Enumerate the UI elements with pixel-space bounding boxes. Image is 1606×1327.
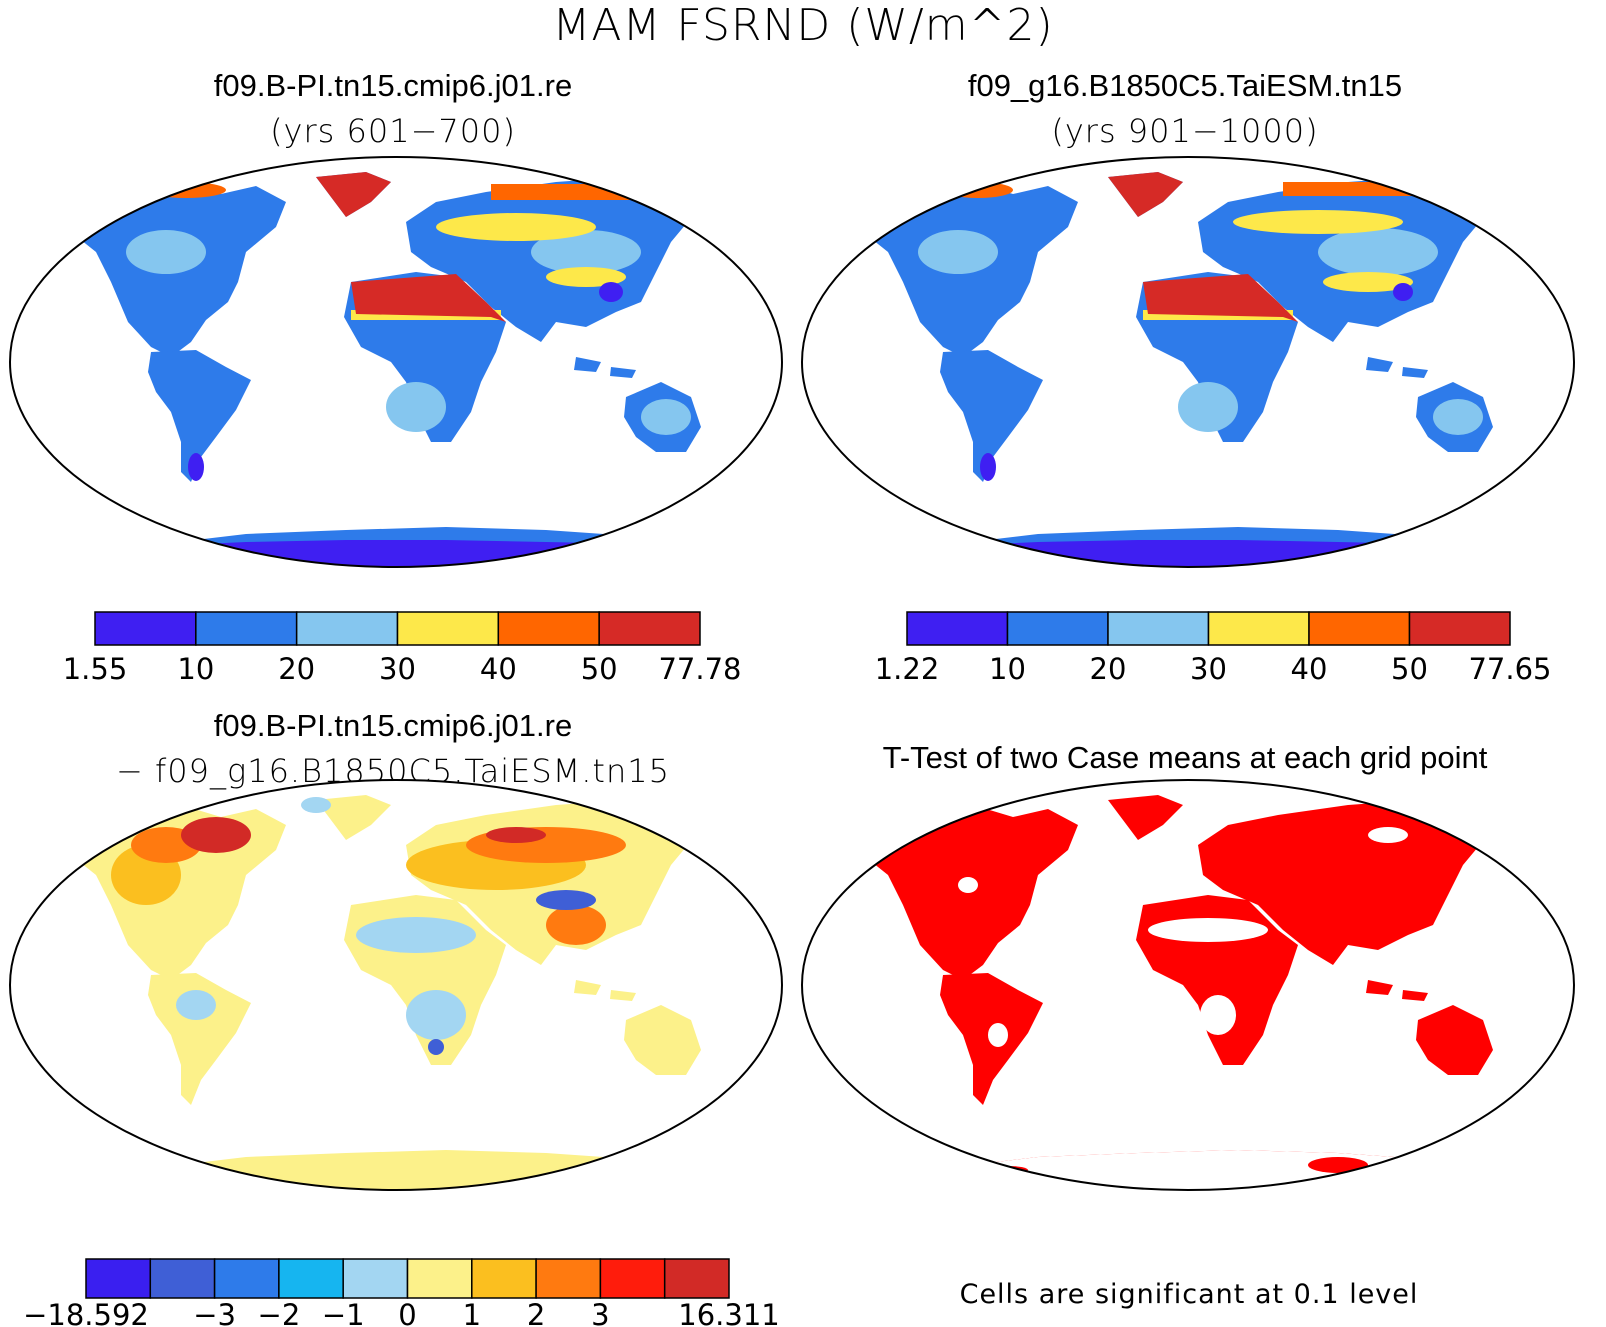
panel4-map xyxy=(801,779,1575,1191)
colorbar-swatch xyxy=(599,1258,666,1299)
panel2-map xyxy=(801,156,1575,568)
colorbar-swatch xyxy=(278,1258,344,1299)
colorbar-tick-label: 10 xyxy=(989,652,1026,686)
colorbar-swatch xyxy=(85,1258,152,1299)
colorbar-tick-label: 40 xyxy=(1291,652,1328,686)
colorbar-swatch xyxy=(1107,611,1210,646)
colorbar-panel2: 1.22 10 20 30 40 50 77.65 xyxy=(875,611,1552,686)
panel1-subtitle: (yrs 601−700) xyxy=(270,112,516,150)
colorbar-tick-label: 10 xyxy=(177,652,214,686)
colorbar-swatch xyxy=(663,1258,730,1299)
panel1-map xyxy=(9,156,783,568)
colorbar-swatch xyxy=(1308,611,1411,646)
colorbar-tick-label: 0 xyxy=(398,1298,416,1327)
colorbar-tick-label: 1.55 xyxy=(63,652,128,686)
colorbar-swatch xyxy=(906,611,1009,646)
colorbar-tick-label: −3 xyxy=(193,1298,236,1327)
colorbar-swatch xyxy=(195,611,298,646)
colorbar-tick-label: 50 xyxy=(1391,652,1428,686)
significance-note: Cells are significant at 0.1 level xyxy=(959,1279,1419,1310)
colorbar-tick-label: 2 xyxy=(527,1298,545,1327)
panel2-title: f09_g16.B1850C5.TaiESM.tn15 xyxy=(967,68,1403,103)
colorbar-tick-label: −2 xyxy=(258,1298,301,1327)
colorbar-swatch xyxy=(406,1258,473,1299)
colorbar-swatch xyxy=(149,1258,216,1299)
figure-title: MAM FSRND (W/m^2) xyxy=(552,0,1054,51)
colorbar-panel3: −18.592 −3 −2 −1 0 1 2 3 16.311 xyxy=(23,1258,780,1327)
panel4-title: T-Test of two Case means at each grid po… xyxy=(882,740,1488,775)
colorbar-swatch xyxy=(396,611,500,646)
colorbar-tick-label: 20 xyxy=(1090,652,1127,686)
colorbar-swatch xyxy=(1006,611,1109,646)
colorbar-swatch xyxy=(1408,611,1511,646)
colorbar-swatch xyxy=(295,611,399,646)
colorbar-tick-label: 30 xyxy=(379,652,416,686)
colorbar-swatch xyxy=(497,611,600,646)
colorbar-swatch xyxy=(471,1258,537,1299)
colorbar-tick-label: 40 xyxy=(480,652,517,686)
panel2-subtitle: (yrs 901−1000) xyxy=(1051,112,1319,150)
panel3-title: f09.B-PI.tn15.cmip6.j01.re xyxy=(213,708,573,743)
colorbar-swatch xyxy=(94,611,197,646)
colorbar-tick-label: −18.592 xyxy=(23,1298,149,1327)
colorbar-tick-label: 16.311 xyxy=(678,1298,779,1327)
colorbar-swatch xyxy=(598,611,701,646)
colorbar-tick-label: 77.78 xyxy=(658,652,741,686)
colorbar-tick-label: 1.22 xyxy=(875,652,940,686)
colorbar-swatch xyxy=(535,1258,602,1299)
colorbar-tick-label: −1 xyxy=(322,1298,365,1327)
panel3-map xyxy=(9,779,783,1191)
colorbar-tick-label: 3 xyxy=(591,1298,609,1327)
colorbar-tick-label: 77.65 xyxy=(1468,652,1551,686)
colorbar-panel1: 1.55 10 20 30 40 50 77.78 xyxy=(63,611,742,686)
panel1-title: f09.B-PI.tn15.cmip6.j01.re xyxy=(213,68,573,103)
colorbar-swatch xyxy=(1207,611,1310,646)
colorbar-swatch xyxy=(213,1258,280,1299)
colorbar-tick-label: 50 xyxy=(581,652,618,686)
colorbar-tick-label: 1 xyxy=(463,1298,481,1327)
colorbar-tick-label: 30 xyxy=(1190,652,1227,686)
colorbar-tick-label: 20 xyxy=(278,652,315,686)
colorbar-swatch xyxy=(342,1258,409,1299)
